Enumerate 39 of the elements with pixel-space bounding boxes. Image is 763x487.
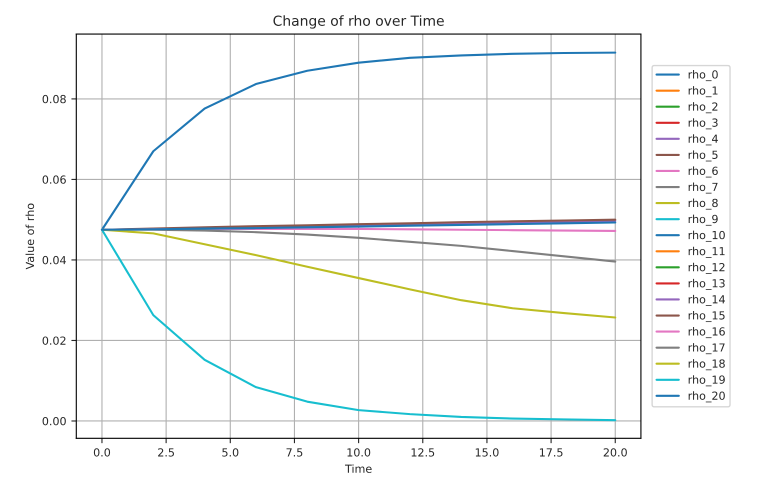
legend-label: rho_13 — [688, 278, 725, 290]
legend-label: rho_6 — [688, 166, 718, 178]
legend-label: rho_3 — [688, 118, 718, 130]
legend-label: rho_19 — [688, 375, 725, 386]
legend-label: rho_2 — [688, 102, 718, 114]
y-tick-label: 0.06 — [42, 175, 66, 184]
x-axis-title: Time — [344, 464, 372, 473]
x-tick-label: 0.0 — [94, 448, 110, 457]
legend-label: rho_11 — [688, 246, 725, 258]
y-axis-title: Value of rho — [26, 204, 34, 270]
line-series — [100, 228, 616, 422]
legend-label: rho_1 — [688, 86, 718, 98]
legend-label: rho_15 — [688, 310, 725, 322]
x-tick-label: 7.5 — [286, 448, 302, 457]
legend-label: rho_16 — [688, 327, 725, 338]
legend-label: rho_17 — [688, 343, 725, 354]
legend-label: rho_0 — [688, 70, 718, 82]
y-tick-label: 0.04 — [42, 256, 66, 264]
x-tick-label: 17.5 — [540, 448, 562, 457]
y-tick-label: 0.08 — [42, 94, 66, 104]
legend-label: rho_12 — [688, 262, 724, 274]
legend-label: rho_9 — [688, 214, 718, 226]
legend-label: rho_5 — [688, 150, 718, 162]
x-tick-label: 15.0 — [476, 448, 499, 457]
legend-label: rho_10 — [688, 230, 725, 242]
legend-label: rho_8 — [688, 198, 718, 210]
legend-label: rho_7 — [688, 182, 718, 194]
x-tick-label: 10.0 — [347, 448, 370, 457]
y-tick-label: 0.02 — [42, 336, 66, 345]
x-tick-label: 5.0 — [222, 448, 238, 457]
legend-label: rho_20 — [688, 391, 725, 402]
y-tick-label: 0.00 — [42, 416, 66, 426]
x-tick-label: 2.5 — [158, 448, 174, 457]
legend-label: rho_14 — [688, 294, 725, 306]
x-tick-label: 20.0 — [604, 448, 627, 457]
legend-label: rho_18 — [688, 359, 725, 370]
x-tick-label: 12.5 — [412, 448, 434, 457]
legend-label: rho_4 — [688, 134, 718, 146]
chart-title: Change of rho over Time — [273, 15, 444, 29]
